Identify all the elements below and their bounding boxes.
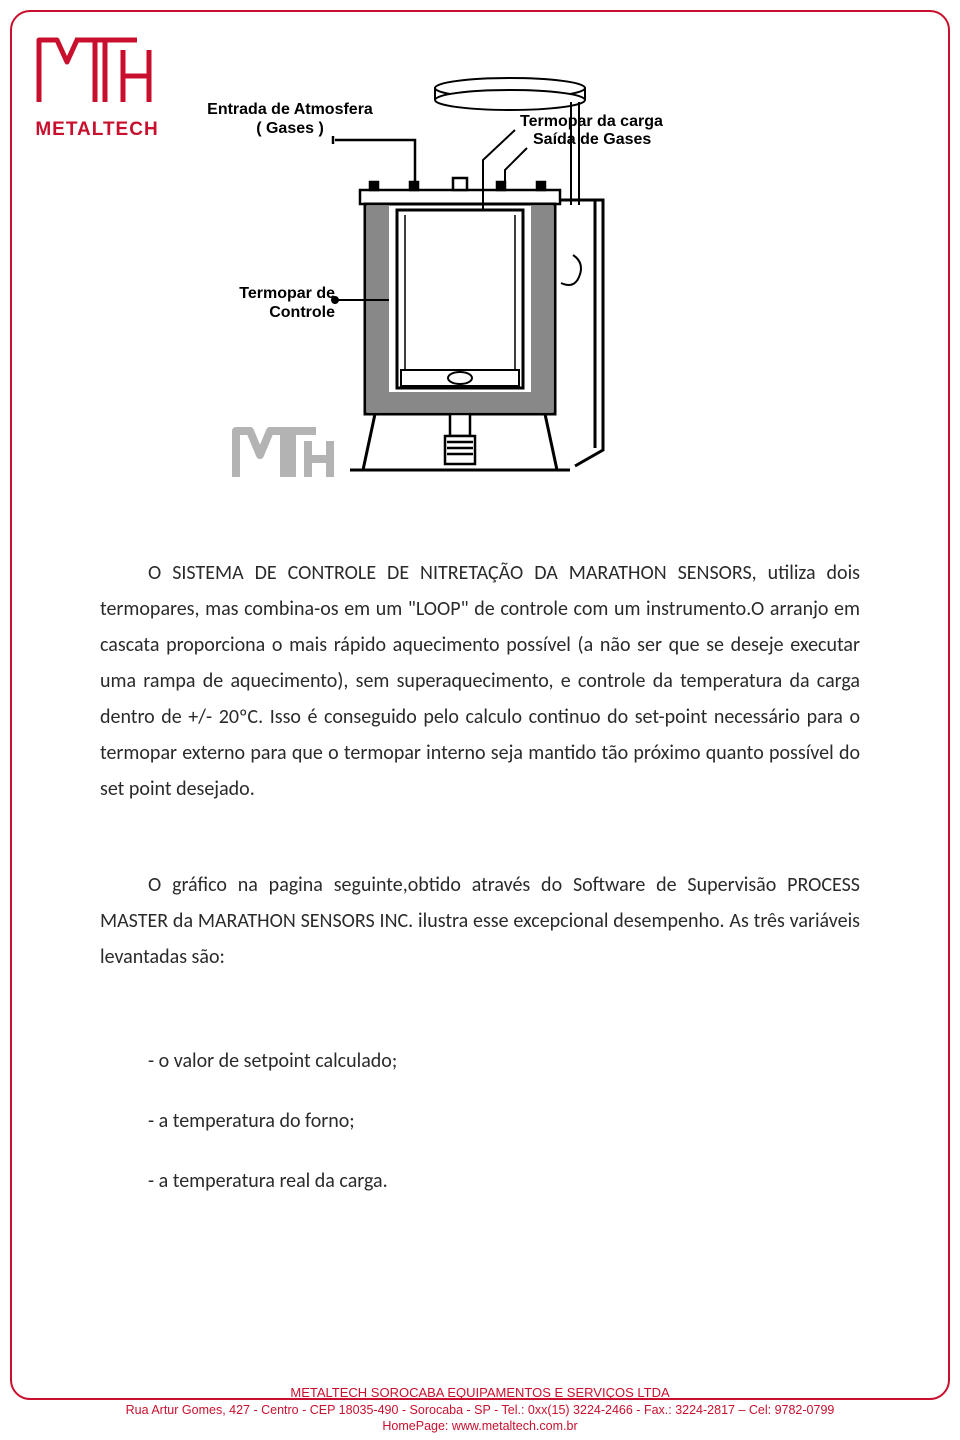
diagram-watermark [230,421,340,495]
label-thermocouple-load-text: Termopar da carga [520,113,663,130]
list-item: - a temperatura real da carga. [148,1165,860,1197]
label-gas-exit-text: Saída de Gases [533,131,651,148]
page-footer: METALTECH SOROCABA EQUIPAMENTOS E SERVIÇ… [0,1385,960,1434]
label-thermocouple-control-text: Termopar de Controle [239,285,335,321]
list-item: - o valor de setpoint calculado; [148,1045,860,1077]
logo-graphic [27,22,167,112]
logo: METALTECH [22,22,172,141]
footer-address: Rua Artur Gomes, 427 - Centro - CEP 1803… [0,1402,960,1418]
footer-company: METALTECH SOROCABA EQUIPAMENTOS E SERVIÇ… [0,1385,960,1402]
footer-homepage: HomePage: www.metaltech.com.br [0,1418,960,1434]
label-atmosphere-entry: Entrada de Atmosfera ( Gases ) [190,100,390,138]
paragraph-2: O gráfico na pagina seguinte,obtido atra… [100,867,860,975]
furnace-diagram: Entrada de Atmosfera ( Gases ) Termopar … [175,70,755,500]
logo-text: METALTECH [22,119,172,141]
variable-list: - o valor de setpoint calculado; - a tem… [100,1045,860,1197]
label-thermocouple-control: Termopar de Controle [195,284,335,322]
label-gas-exit: Saída de Gases [533,130,713,149]
document-content: O SISTEMA DE CONTROLE DE NITRETAÇÃO DA M… [100,555,860,1225]
paragraph-1: O SISTEMA DE CONTROLE DE NITRETAÇÃO DA M… [100,555,860,807]
list-item: - a temperatura do forno; [148,1105,860,1137]
label-atmosphere-entry-text: Entrada de Atmosfera ( Gases ) [207,101,373,137]
label-thermocouple-load: Termopar da carga [520,112,720,131]
